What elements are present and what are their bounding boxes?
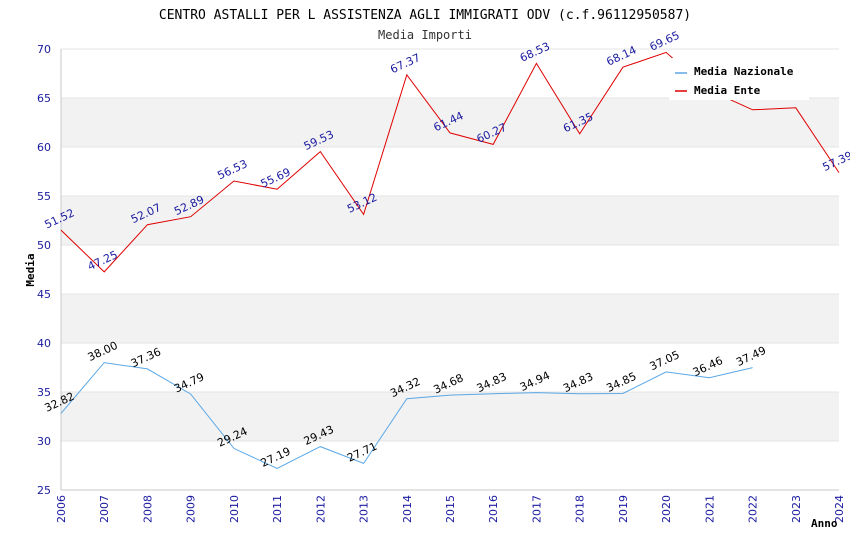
y-tick-label: 25 [37,484,51,497]
x-tick-label: 2013 [358,495,371,523]
x-tick-label: 2006 [55,495,68,523]
y-tick-label: 60 [37,141,51,154]
grid-band [61,196,839,245]
chart-title: CENTRO ASTALLI PER L ASSISTENZA AGLI IMM… [159,8,691,23]
x-tick-label: 2010 [228,495,241,523]
y-axis-title: Media [24,253,37,286]
data-label-nazionale: 34.85 [604,370,638,395]
x-tick-label: 2008 [141,495,154,523]
chart-subtitle: Media Importi [378,28,472,42]
y-tick-label: 35 [37,386,51,399]
y-tick-label: 50 [37,239,51,252]
data-label-nazionale: 37.49 [734,344,768,369]
x-tick-label: 2009 [185,495,198,523]
x-tick-label: 2014 [401,495,414,523]
legend-label-ente: Media Ente [694,84,761,97]
x-tick-label: 2022 [747,495,760,523]
x-tick-label: 2023 [790,495,803,523]
data-label-nazionale: 27.71 [345,440,379,465]
y-tick-label: 55 [37,190,51,203]
x-tick-label: 2017 [530,495,543,523]
data-label-nazionale: 34.94 [518,369,552,394]
y-tick-label: 65 [37,92,51,105]
x-tick-label: 2012 [314,495,327,523]
x-axis-title: Anno [811,517,838,530]
x-tick-label: 2007 [98,495,111,523]
y-tick-label: 70 [37,43,51,56]
data-label-ente: 67.37 [388,51,422,76]
data-label-nazionale: 34.83 [561,370,595,395]
data-label-nazionale: 37.36 [129,345,163,370]
series-line-nazionale [60,362,753,470]
y-tick-label: 45 [37,288,51,301]
x-tick-label: 2015 [444,495,457,523]
data-label-ente: 68.53 [518,40,552,65]
legend-background [669,58,809,100]
data-label-ente: 56.53 [215,157,249,182]
data-label-nazionale: 27.19 [259,445,293,470]
x-tick-labels: 2006 2007 2008 2009 2010 2011 2012 2013 2014 2015… [55,495,846,523]
x-tick-label: 2011 [271,495,284,523]
grid-band [61,294,839,343]
data-label-ente: 47.25 [86,248,120,273]
x-tick-label: 2021 [703,495,716,523]
data-label-nazionale: 34.83 [475,370,509,395]
data-label-ente: 68.14 [604,43,638,68]
data-label-ente: 69.65 [648,29,682,54]
x-tick-label: 2016 [487,495,500,523]
x-tick-label: 2019 [617,495,630,523]
grid-band [61,392,839,441]
legend: Media Nazionale Media Ente [669,58,809,100]
x-tick-label: 2020 [660,495,673,523]
data-label-nazionale: 37.05 [648,348,682,373]
x-tick-label: 2018 [574,495,587,523]
grid-band [61,98,839,147]
legend-label-nazionale: Media Nazionale [694,65,794,78]
y-tick-label: 30 [37,435,51,448]
data-label-ente: 57.39 [820,149,850,174]
x-tick-label: 2024 [833,495,846,523]
y-tick-label: 40 [37,337,51,350]
data-label-ente: 55.69 [259,165,293,190]
axes [60,49,839,491]
y-tick-labels: 25 30 35 40 45 50 55 60 65 70 [37,43,51,497]
